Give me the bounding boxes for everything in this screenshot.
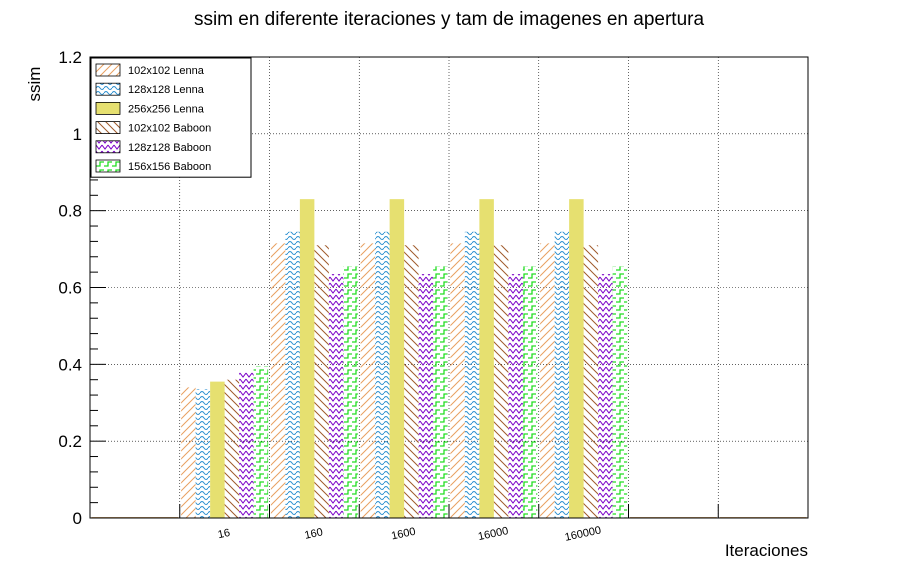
- legend-entry: 156x156 Baboon: [128, 161, 211, 173]
- bar: [253, 366, 269, 518]
- legend-entry: 256x256 Lenna: [128, 103, 205, 115]
- legend-entry: 102x102 Baboon: [128, 123, 211, 135]
- y-axis: 0 0.2 0.4 0.6 0.8 1 1.2: [58, 48, 106, 528]
- x-tick-label: 16000: [477, 525, 509, 543]
- bar: [612, 266, 628, 518]
- bar: [360, 243, 376, 518]
- bar: [224, 379, 240, 518]
- y-tick-label: 1.2: [58, 48, 82, 67]
- bar: [285, 231, 300, 518]
- y-axis-label: ssim: [25, 67, 44, 102]
- legend-swatch: [95, 102, 121, 115]
- y-tick-label: 0.6: [58, 279, 82, 298]
- legend-box: [90, 57, 252, 178]
- chart-title: ssim en diferente iteraciones y tam de i…: [194, 9, 705, 30]
- bar: [493, 245, 509, 518]
- x-tick-label: 160: [304, 526, 324, 542]
- legend-swatch: [95, 121, 121, 134]
- y-tick-label: 0.8: [58, 202, 82, 221]
- legend-swatch: [95, 63, 121, 77]
- grid: [90, 56, 808, 518]
- x-axis-label: Iteraciones: [725, 541, 808, 560]
- bar: [598, 274, 613, 518]
- bar: [508, 274, 523, 518]
- bar: [404, 245, 419, 518]
- bar: [343, 266, 358, 518]
- bar: [450, 243, 465, 518]
- bar: [418, 274, 434, 518]
- bar: [569, 199, 584, 518]
- bar: [554, 231, 570, 518]
- legend-entry: 128z128 Baboon: [128, 142, 211, 154]
- bar: [328, 274, 344, 518]
- x-tick-label: 16: [217, 527, 231, 541]
- y-tick-label: 0: [73, 509, 82, 528]
- legend-entry: 102x102 Lenna: [128, 65, 205, 77]
- bar: [522, 266, 538, 518]
- bar: [583, 245, 599, 518]
- x-tick-label: 160000: [564, 524, 602, 543]
- bar: [181, 387, 196, 518]
- legend: 102x102 Lenna 128x128 Lenna 256x256 Lenna 1…: [90, 57, 252, 178]
- bar: [375, 231, 390, 518]
- bar: [389, 199, 405, 518]
- bar: [299, 199, 315, 518]
- bar: [239, 372, 254, 518]
- bar: [479, 199, 494, 518]
- legend-entry: 128x128 Lenna: [128, 84, 205, 96]
- bars: [91, 199, 807, 518]
- bar: [195, 389, 211, 518]
- legend-swatch: [95, 82, 121, 96]
- y-tick-label: 0.2: [58, 432, 82, 451]
- legend-swatch: [95, 140, 121, 154]
- bar: [270, 243, 286, 518]
- bar: [433, 266, 448, 518]
- y-tick-label: 1: [73, 125, 82, 144]
- bar: [314, 245, 329, 518]
- bar: [464, 231, 480, 518]
- bar: [210, 381, 225, 518]
- legend-swatch: [95, 159, 121, 173]
- y-tick-label: 0.4: [58, 355, 82, 374]
- x-tick-label: 1600: [390, 526, 416, 543]
- bar: [540, 243, 555, 518]
